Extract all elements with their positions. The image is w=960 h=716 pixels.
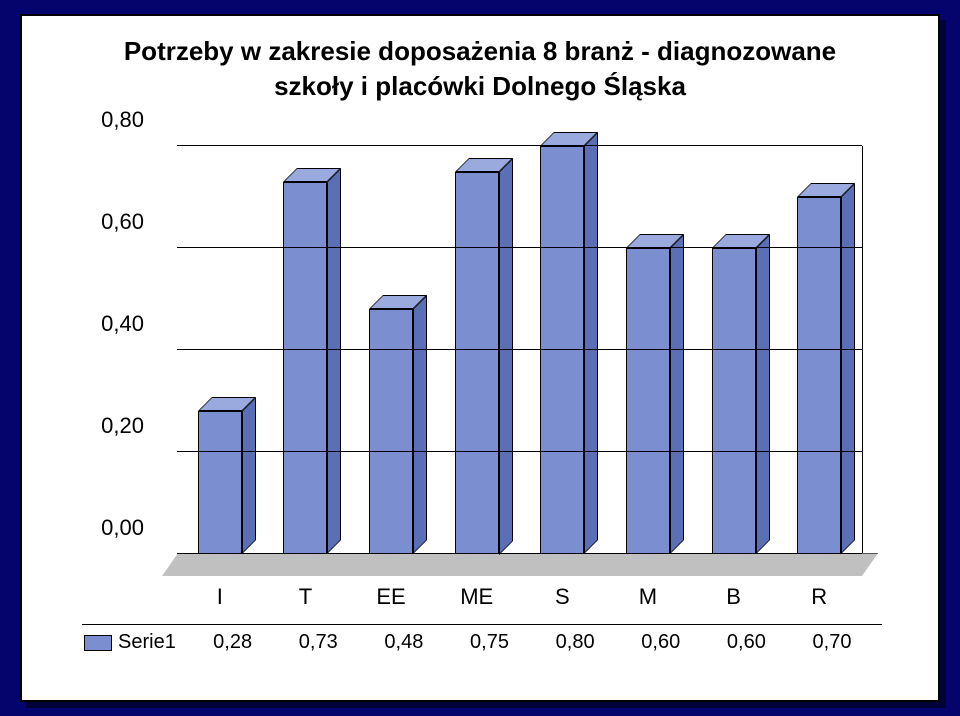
bar-front [626,248,670,554]
bar-front [540,146,584,554]
bar-front [712,248,756,554]
chart-floor [162,553,878,576]
gridline [177,247,862,248]
bar-front [198,411,242,554]
legend-value: 0,60 [618,631,704,654]
gridline [177,553,862,554]
bars-container [177,146,862,554]
bar [283,182,327,554]
bar-side [327,168,341,554]
bar-side [242,397,256,554]
bar-front [797,197,841,554]
bar [369,309,413,554]
legend-series-name: Serie1 [118,631,176,654]
x-tick-label: EE [376,584,405,610]
chart-title: Potrzeby w zakresie doposażenia 8 branż … [22,34,938,104]
bar-side [756,234,770,554]
x-tick-label: ME [460,584,493,610]
bar [626,248,670,554]
gridline [177,349,862,350]
slide-frame: Potrzeby w zakresie doposażenia 8 branż … [20,14,940,702]
bar-side [670,234,684,554]
bar [455,172,499,555]
gridline [177,145,862,146]
bar-side [841,183,855,554]
x-tick-label: T [299,584,312,610]
legend-value: 0,28 [190,631,276,654]
legend-value: 0,60 [704,631,790,654]
bar-side [413,295,427,554]
bar-front [283,182,327,554]
x-tick-label: S [555,584,570,610]
y-tick-label: 0,00 [101,515,144,541]
x-tick-label: B [726,584,741,610]
legend-value: 0,73 [275,631,361,654]
x-tick-label: I [217,584,223,610]
y-tick-label: 0,80 [101,107,144,133]
y-tick-label: 0,60 [101,209,144,235]
chart-title-line2: szkoły i placówki Dolnego Śląska [22,69,938,104]
legend-divider [82,624,882,625]
chart-title-line1: Potrzeby w zakresie doposażenia 8 branż … [22,34,938,69]
bar [797,197,841,554]
legend-value: 0,70 [789,631,875,654]
y-axis-labels: 0,000,200,400,600,80 [82,146,152,576]
legend-table: Serie1 0,280,730,480,750,800,600,600,70 [82,624,882,654]
legend-value: 0,75 [447,631,533,654]
bar [540,146,584,554]
x-tick-label: M [639,584,657,610]
bar-side [584,132,598,554]
bar-chart: 0,000,200,400,600,80 ITEEMESMBR Serie1 0… [82,146,882,676]
y-tick-label: 0,20 [101,413,144,439]
legend-swatch [84,635,112,651]
bar-front [369,309,413,554]
y-tick-label: 0,40 [101,311,144,337]
legend-row: Serie1 0,280,730,480,750,800,600,600,70 [82,631,882,654]
bar-front [455,172,499,555]
legend-value: 0,48 [361,631,447,654]
bar [198,411,242,554]
bar [712,248,756,554]
legend-value: 0,80 [532,631,618,654]
gridline [177,451,862,452]
x-tick-label: R [811,584,827,610]
bar-side [499,158,513,555]
x-axis-labels: I T EE ME S M B R [177,584,877,614]
plot-area [162,146,862,576]
